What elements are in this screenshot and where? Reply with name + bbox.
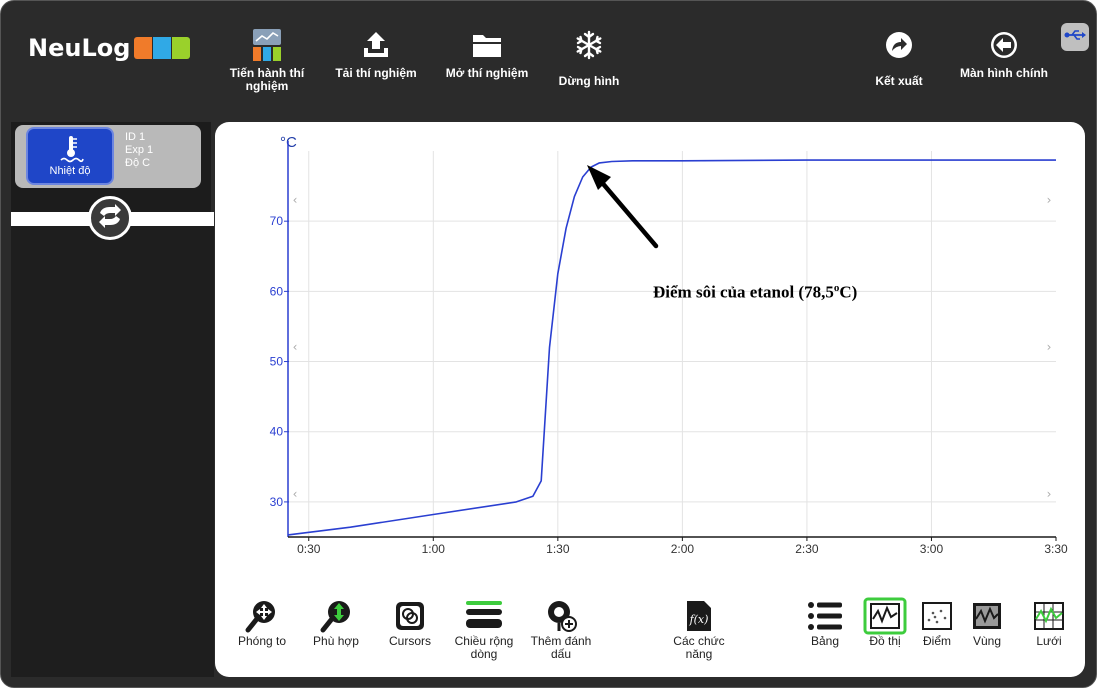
run-experiment-icon — [222, 23, 312, 67]
table-icon — [799, 597, 851, 635]
annotation-sup: o — [833, 282, 840, 294]
x-tick-label: 2:30 — [795, 542, 819, 556]
toolbar-label: Tiến hành thí nghiệm — [229, 66, 305, 93]
points-icon — [911, 597, 963, 635]
line-width-icon — [446, 597, 522, 635]
y-tick-label: 60 — [270, 284, 284, 298]
freeze-button[interactable]: Dừng hình — [544, 23, 634, 88]
x-tick-label: 3:30 — [1044, 542, 1068, 556]
fit-icon — [303, 597, 369, 635]
graph-view-button[interactable]: Đồ thị — [859, 597, 911, 648]
toolbar-label: Màn hình chính — [960, 66, 1048, 80]
fit-button[interactable]: Phù hợp — [303, 597, 369, 648]
open-experiment-button[interactable]: Mở thí nghiệm — [442, 23, 532, 80]
chevron-left-icon: ‹ — [293, 487, 298, 501]
chevron-left-icon: ‹ — [293, 193, 298, 207]
upload-icon — [331, 23, 421, 67]
usb-status-button[interactable] — [1061, 23, 1089, 51]
thermometer-icon — [58, 134, 84, 169]
y-tick-label: 30 — [270, 495, 284, 509]
x-tick-label: 1:00 — [422, 542, 446, 556]
export-icon — [854, 23, 944, 67]
chevron-right-icon: › — [1047, 487, 1052, 501]
swap-arrows-icon — [96, 202, 124, 235]
tool-label: Cursors — [388, 634, 431, 648]
tool-label: Đồ thị — [869, 634, 901, 648]
upload-experiment-button[interactable]: Tải thí nghiệm — [331, 23, 421, 80]
add-marker-button[interactable]: Thêm đánh dấu — [523, 597, 599, 661]
swap-button[interactable] — [88, 196, 132, 240]
svg-text:f(x): f(x) — [689, 613, 709, 626]
annotation-arrow-shaft — [596, 176, 659, 249]
sensor-info: ID 1 Exp 1 Độ C — [125, 131, 153, 170]
annotation-suffix: C) — [839, 282, 858, 302]
x-tick-label: 2:00 — [671, 542, 695, 556]
tool-label: Thêm đánh dấu — [530, 634, 592, 661]
tool-label: Điểm — [922, 634, 951, 648]
neulog-logo: NeuLog — [28, 34, 191, 62]
toolbar-label: Dừng hình — [558, 74, 620, 88]
toolbar-label: Mở thí nghiệm — [445, 66, 529, 80]
toolbar-label: Kết xuất — [875, 74, 923, 88]
table-button[interactable]: Bảng — [799, 597, 851, 648]
boiling-point-annotation: Điểm sôi của etanol (78,5oC) — [653, 282, 857, 303]
cursors-icon — [377, 597, 443, 635]
tool-label: Chiều rộng dòng — [454, 634, 514, 661]
export-button[interactable]: Kết xuất — [854, 23, 944, 88]
logo-blocks-icon — [134, 37, 191, 59]
x-tick-label: 0:30 — [297, 542, 321, 556]
chevron-left-icon: ‹ — [293, 340, 298, 354]
annotation-text: Điểm sôi của etanol (78,5 — [653, 282, 834, 302]
tool-label: Phù hợp — [313, 634, 359, 648]
functions-icon: f(x) — [659, 597, 739, 635]
area-icon — [961, 597, 1013, 635]
sensor-temperature-button[interactable]: Nhiệt độ — [26, 127, 114, 185]
grid-view-button[interactable]: Lưới — [1023, 597, 1075, 648]
tool-label: Các chức năng — [673, 634, 725, 661]
add-marker-icon — [523, 597, 599, 635]
grid-icon — [1023, 597, 1075, 635]
back-icon — [959, 23, 1049, 67]
temperature-series-line — [287, 159, 1056, 536]
x-tick-label: 3:00 — [920, 542, 944, 556]
left-panel — [11, 226, 214, 677]
line-width-button[interactable]: Chiều rộng dòng — [446, 597, 522, 661]
sensor-name: Nhiệt độ — [49, 165, 91, 177]
toolbar-label: Tải thí nghiệm — [335, 66, 417, 80]
sensor-id: ID 1 — [125, 131, 146, 143]
sensor-card: Nhiệt độ ID 1 Exp 1 Độ C — [15, 125, 201, 188]
annotation-arrow-head-icon — [587, 165, 611, 190]
sensor-unit: Độ C — [125, 157, 151, 169]
tool-label: Bảng — [810, 634, 840, 648]
folder-icon — [442, 23, 532, 67]
main-panel — [215, 122, 1085, 677]
tool-label: Phóng to — [237, 634, 287, 648]
y-tick-label: 50 — [270, 355, 284, 369]
tool-label: Lưới — [1036, 634, 1062, 648]
graph-icon — [859, 597, 911, 635]
run-experiment-button[interactable]: Tiến hành thí nghiệm — [222, 23, 312, 93]
area-view-button[interactable]: Vùng — [961, 597, 1013, 648]
x-tick-label: 1:30 — [546, 542, 570, 556]
functions-button[interactable]: f(x) Các chức năng — [659, 597, 739, 661]
zoom-button[interactable]: Phóng to — [229, 597, 295, 648]
chevron-right-icon: › — [1047, 193, 1052, 207]
sensor-exp: Exp 1 — [125, 144, 154, 156]
chevron-right-icon: › — [1047, 340, 1052, 354]
y-tick-label: 70 — [270, 214, 284, 228]
cursors-button[interactable]: Cursors — [377, 597, 443, 648]
usb-icon — [1064, 28, 1086, 47]
tool-label: Vùng — [972, 634, 1002, 648]
logo-text: NeuLog — [28, 34, 131, 62]
zoom-icon — [229, 597, 295, 635]
main-screen-button[interactable]: Màn hình chính — [959, 23, 1049, 80]
y-tick-label: 40 — [270, 425, 284, 439]
points-view-button[interactable]: Điểm — [911, 597, 963, 648]
snowflake-icon — [544, 23, 634, 67]
